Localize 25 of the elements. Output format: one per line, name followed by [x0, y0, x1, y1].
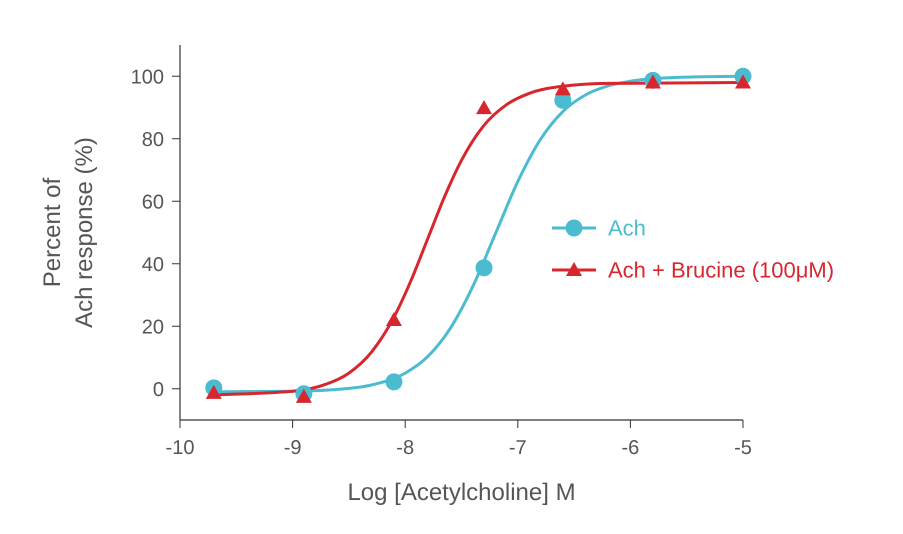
y-tick-label: 80	[142, 128, 164, 151]
x-tick-label: -6	[622, 437, 640, 459]
point	[644, 74, 661, 88]
point	[554, 81, 571, 96]
point	[735, 74, 751, 88]
x-tick-label: -7	[508, 437, 527, 459]
point	[476, 259, 493, 276]
x-tick-label: -9	[284, 437, 302, 459]
y-tick-label: 20	[142, 316, 164, 338]
point	[385, 373, 402, 390]
point	[206, 384, 222, 399]
legend-label: Ach	[608, 216, 646, 241]
point	[476, 100, 492, 114]
legend-label: Ach + Brucine (100μM)	[608, 258, 834, 283]
y-tick-label: 40	[142, 254, 164, 276]
x-tick-label: -10	[166, 437, 194, 459]
y-tick-label: 100	[130, 66, 164, 88]
point	[386, 312, 402, 326]
x-tick-label: -5	[734, 437, 752, 459]
y-tick-label: 60	[142, 191, 164, 214]
x-axis-title: Log [Acetylcholine] M	[347, 479, 576, 506]
x-tick-label: -8	[396, 437, 414, 459]
point	[296, 388, 312, 403]
y-tick-label: 0	[152, 378, 164, 401]
y-axis-title: Percent of Ach response (%)	[39, 137, 98, 328]
